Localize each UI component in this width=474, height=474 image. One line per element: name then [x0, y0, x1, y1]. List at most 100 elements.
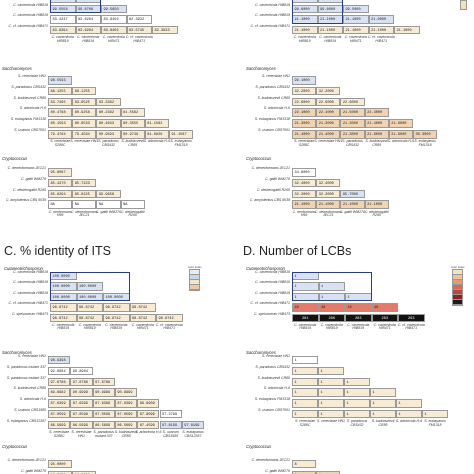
- row-label: C. spelunceum HIB473: [254, 311, 290, 316]
- row-label: C. amylolentus CBS 6039: [249, 198, 290, 203]
- matrix-cell: 21.3000: [292, 119, 317, 128]
- matrix-cell: 98.8984: [70, 366, 93, 376]
- matrix-cell: 82.3932: [126, 15, 152, 24]
- matrix-cell: 98.8742: [129, 313, 156, 322]
- legend-swatch: [190, 275, 199, 280]
- matrix-cell: 21.1000: [343, 25, 369, 35]
- row-label: C. spelunceum HIB473: [12, 311, 48, 316]
- legend-swatch: [190, 285, 199, 290]
- row-label: S. kudriavzevii CR85: [257, 95, 290, 100]
- matrix-cell: 98.8742: [156, 313, 183, 322]
- panel-a-blue-outline: [100, 0, 101, 14]
- matrix-cell: 22.6000: [340, 97, 365, 107]
- matrix-cell: 21.8000: [364, 130, 389, 139]
- matrix-cell: 98.8742: [103, 303, 130, 312]
- row-label: S. paradoxus CBS432: [255, 84, 290, 89]
- matrix-cell: 283: [345, 313, 372, 322]
- row-label: C. cavernicola HIB819: [255, 270, 290, 274]
- matrix-cell: 85.8294: [48, 189, 73, 199]
- column-label: C. neoformans H99: [292, 209, 316, 218]
- matrix-cell: 21.1000: [316, 200, 341, 209]
- row-label: S. eubayanus FM1318: [254, 117, 290, 122]
- matrix-cell: 80.2382: [96, 108, 121, 117]
- matrix-cell: 83.8402: [101, 25, 127, 35]
- matrix-cell: 32.4000: [292, 178, 317, 188]
- matrix-cell: 21.8000: [388, 119, 413, 128]
- matrix-cell: 21.3000: [316, 119, 341, 128]
- row-label: S. arboricola H-6: [263, 386, 290, 391]
- group-title: Cutaneotrichosporon: [4, 266, 43, 271]
- row-label: S. eubayanus FM1318: [10, 117, 46, 122]
- panel-d-blue-outline: [292, 272, 293, 302]
- matrix-cell: 21.1000: [292, 25, 318, 35]
- row-label: C. gattii WM276: [265, 468, 290, 473]
- row-label: C. deneoformans JEC21: [7, 166, 46, 170]
- column-label: S. cerevisiae HN1: [316, 418, 345, 423]
- matrix-cell: 21.1000: [340, 200, 365, 209]
- matrix-cell: 87.0599: [48, 410, 71, 419]
- matrix-cell: 83.3382: [96, 97, 121, 107]
- matrix-cell: 293: [398, 313, 425, 322]
- panel-c-blue-outline: [50, 300, 130, 302]
- column-label: S. cerevisiae HN1: [70, 139, 99, 144]
- column-label: C. cf. cavernicola HIB471: [367, 34, 395, 43]
- column-label: S. paradoxus CBS432: [98, 139, 119, 147]
- matrix-cell: 98.8742: [50, 313, 77, 322]
- matrix-cell: 83.5745: [126, 25, 152, 35]
- matrix-cell: 281: [292, 313, 319, 322]
- row-label: S. cerevisiae HN1: [17, 74, 46, 78]
- matrix-cell: 30.3000: [413, 130, 438, 139]
- row-label: C. cavernicola HIB819: [255, 13, 290, 17]
- matrix-cell: 1: [292, 399, 318, 408]
- matrix-cell: 97.3799: [159, 410, 182, 419]
- column-label: S. arboricola H-6: [143, 139, 171, 144]
- matrix-cell: 1: [370, 388, 396, 397]
- matrix-cell: 80.1593: [48, 119, 73, 128]
- matrix-cell: 98.5593: [48, 76, 73, 85]
- matrix-cell: 8: [292, 460, 317, 469]
- matrix-cell: 100.0000: [50, 282, 77, 291]
- row-label: S. uvarum CBS7001: [258, 408, 290, 412]
- row-label: S. uvarum CBS7001: [258, 128, 290, 132]
- row-label: S. cerevisiae HN1: [17, 354, 46, 358]
- matrix-cell: 21.3000: [340, 119, 365, 128]
- panel-b-blue-outline: [342, 0, 343, 24]
- column-label: C. cavernicola HIB819: [320, 322, 343, 331]
- legend-swatch: [190, 280, 199, 285]
- group-title: Saccharomyces: [246, 350, 276, 355]
- column-label: C. cavernicola HIB819: [52, 322, 75, 331]
- group-title: Saccharomyces: [2, 66, 32, 71]
- row-label: S. cerevisiae HN1: [261, 74, 290, 78]
- matrix-cell: 32.3000: [316, 189, 341, 199]
- panel-c-blue-outline: [128, 272, 130, 302]
- column-label: C. cavernicola HIB819: [78, 322, 101, 331]
- column-label: S. uvarum CBS1585: [162, 429, 179, 438]
- matrix-cell: 86.5699: [70, 420, 93, 430]
- matrix-cell: 81.5562: [120, 108, 145, 117]
- row-label: S. uvarum CBS1585: [14, 408, 46, 412]
- row-label: S. uvarum CBS7001: [14, 128, 46, 132]
- matrix-cell: 87.0599: [70, 410, 93, 419]
- matrix-cell: 1: [370, 399, 396, 408]
- column-label: C. cf. cavernicola HIB471: [125, 34, 153, 43]
- matrix-cell: 88.1255: [72, 86, 97, 96]
- column-label: S. cerevisiae S288C: [294, 139, 315, 147]
- row-label: C. cavernicola HIB819: [13, 290, 48, 295]
- matrix-cell: 21.4000: [316, 130, 341, 139]
- matrix-cell: 83.6294: [75, 15, 101, 24]
- column-label: C. cavernicola HIB471: [102, 34, 125, 43]
- group-title: Saccharomyces: [2, 350, 32, 355]
- row-label: S. paradoxus CBS432: [255, 364, 290, 369]
- column-label: S. cerevisiae S288C: [49, 429, 70, 438]
- matrix-cell: 48: [318, 303, 345, 312]
- matrix-cell: 22.3000: [364, 108, 389, 117]
- panel-c-title: C. % identity of ITS: [4, 244, 111, 258]
- matrix-cell: 21.5000: [340, 108, 365, 117]
- matrix-cell: 21.1000: [394, 25, 420, 35]
- matrix-cell: 49: [292, 303, 319, 312]
- matrix-cell: 97.6786: [70, 377, 93, 386]
- panel-c-blue-outline: [50, 272, 51, 302]
- row-label: S. paradoxus CBS432: [11, 84, 46, 89]
- row-label: C. deuterogattii R265: [12, 187, 46, 192]
- matrix-cell: 21.1000: [364, 200, 389, 209]
